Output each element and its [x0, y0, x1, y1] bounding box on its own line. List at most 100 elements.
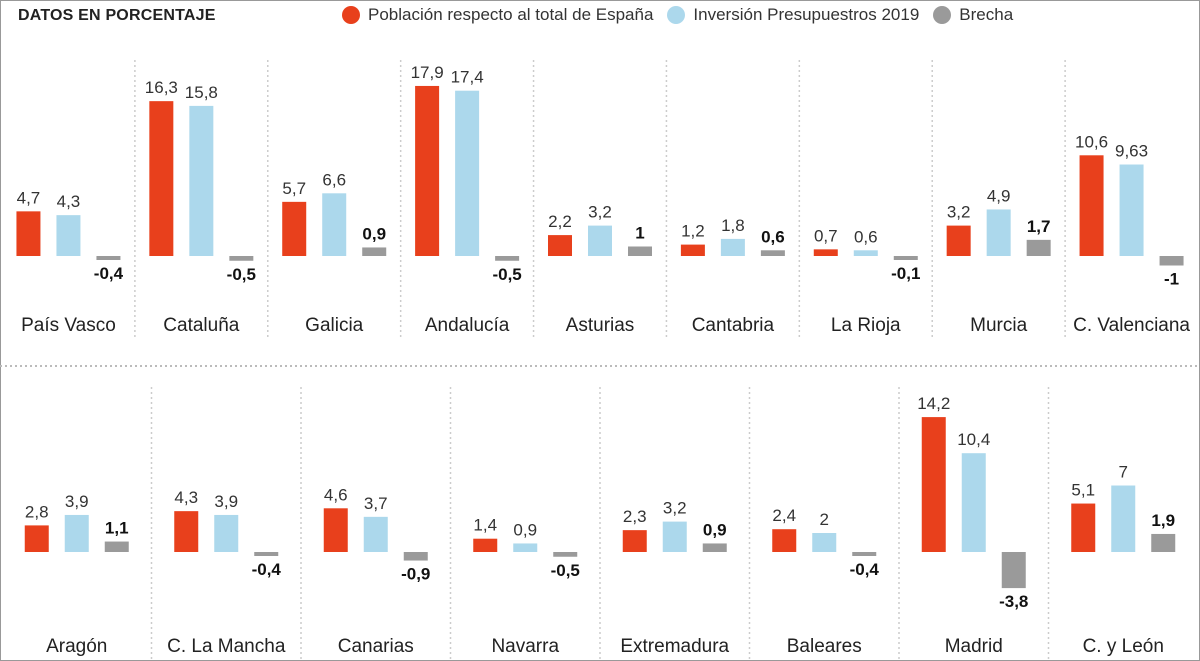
category-label-murcia: Murcia [970, 315, 1027, 336]
bar-galicia-inversion [322, 193, 347, 256]
data-label-cantabria-brecha: 0,6 [761, 227, 785, 246]
bar-c-valenciana-inversion [1119, 164, 1144, 256]
legend-swatch-brecha [933, 6, 952, 24]
bar-asturias-inversion [588, 225, 612, 256]
bar-extremadura-brecha [702, 543, 727, 552]
data-label-galicia-inversion: 6,6 [322, 170, 346, 189]
data-label-extremadura-brecha: 0,9 [703, 520, 727, 539]
category-label-c-valenciana: C. Valenciana [1073, 315, 1190, 336]
data-label-cataluna-poblacion: 16,3 [145, 78, 178, 97]
data-label-madrid-poblacion: 14,2 [917, 394, 950, 413]
legend: Población respecto al total de España In… [342, 5, 1027, 25]
data-label-murcia-brecha: 1,7 [1027, 217, 1051, 236]
data-label-asturias-brecha: 1 [635, 224, 644, 243]
legend-label-inversion: Inversión Presupuestros 2019 [693, 5, 920, 24]
legend-item-inversion: Inversión Presupuestros 2019 [667, 5, 919, 25]
bar-canarias-brecha [403, 552, 428, 561]
data-label-baleares-brecha: -0,4 [850, 560, 880, 579]
data-label-c-valenciana-poblacion: 10,6 [1075, 132, 1108, 151]
data-label-canarias-poblacion: 4,6 [324, 485, 348, 504]
bar-extremadura-inversion [662, 521, 687, 552]
bar-cataluna-brecha [229, 256, 254, 261]
bar-pais-vasco-inversion [56, 215, 81, 256]
data-label-canarias-brecha: -0,9 [401, 565, 430, 584]
bar-aragon-inversion [64, 514, 89, 552]
category-label-asturias: Asturias [566, 315, 635, 336]
bar-baleares-poblacion [772, 529, 797, 552]
data-label-murcia-inversion: 4,9 [987, 186, 1011, 205]
bar-andalucia-poblacion [415, 85, 440, 256]
data-label-navarra-poblacion: 1,4 [473, 516, 497, 535]
category-label-galicia: Galicia [305, 315, 364, 336]
bar-canarias-poblacion [323, 508, 348, 552]
bar-cataluna-inversion [189, 105, 214, 257]
data-label-la-rioja-brecha: -0,1 [891, 264, 920, 283]
data-label-la-rioja-poblacion: 0,7 [814, 226, 838, 245]
data-label-andalucia-inversion: 17,4 [451, 68, 484, 87]
data-label-cantabria-inversion: 1,8 [721, 216, 745, 235]
category-label-cataluna: Cataluña [163, 315, 239, 336]
bar-canarias-inversion [363, 516, 388, 552]
data-label-baleares-poblacion: 2,4 [772, 506, 796, 525]
data-label-c-y-leon-poblacion: 5,1 [1071, 481, 1095, 500]
data-label-c-la-mancha-inversion: 3,9 [214, 492, 238, 511]
bar-c-y-leon-poblacion [1071, 503, 1096, 552]
data-label-asturias-poblacion: 2,2 [548, 212, 572, 231]
data-label-c-y-leon-inversion: 7 [1119, 463, 1128, 482]
data-label-c-y-leon-brecha: 1,9 [1151, 511, 1175, 530]
bar-andalucia-inversion [455, 90, 480, 256]
bar-asturias-brecha [628, 246, 652, 256]
bar-navarra-brecha [553, 552, 578, 557]
data-label-baleares-inversion: 2 [820, 510, 829, 529]
bar-baleares-brecha [852, 552, 877, 556]
data-label-andalucia-brecha: -0,5 [492, 265, 521, 284]
bar-c-y-leon-brecha [1151, 533, 1176, 552]
data-label-galicia-poblacion: 5,7 [282, 179, 306, 198]
legend-label-poblacion: Población respecto al total de España [368, 5, 654, 24]
data-label-madrid-inversion: 10,4 [957, 430, 990, 449]
bar-cantabria-poblacion [680, 244, 705, 256]
bar-pais-vasco-poblacion [16, 211, 41, 256]
bar-galicia-poblacion [282, 201, 307, 256]
data-label-cataluna-inversion: 15,8 [185, 83, 218, 102]
legend-item-poblacion: Población respecto al total de España [342, 5, 653, 25]
chart-heading: DATOS EN PORCENTAJE [18, 7, 216, 24]
bar-cantabria-inversion [720, 238, 745, 256]
legend-swatch-poblacion [342, 6, 360, 24]
legend-swatch-inversion [667, 6, 686, 24]
bar-c-valenciana-poblacion [1079, 155, 1104, 256]
bar-c-y-leon-inversion [1111, 485, 1136, 552]
bar-la-rioja-inversion [853, 250, 878, 256]
data-label-galicia-brecha: 0,9 [362, 224, 386, 243]
bar-murcia-inversion [986, 209, 1011, 256]
bar-madrid-poblacion [921, 417, 946, 552]
data-label-aragon-brecha: 1,1 [105, 519, 129, 538]
category-label-navarra: Navarra [491, 636, 559, 657]
data-label-madrid-brecha: -3,8 [999, 592, 1028, 611]
data-label-canarias-inversion: 3,7 [364, 494, 388, 513]
bar-baleares-inversion [812, 533, 837, 552]
bar-navarra-poblacion [473, 538, 498, 552]
data-label-c-la-mancha-brecha: -0,4 [252, 560, 282, 579]
category-label-la-rioja: La Rioja [831, 315, 901, 336]
bar-pais-vasco-brecha [96, 256, 121, 260]
category-label-aragon: Aragón [46, 636, 107, 657]
legend-item-brecha: Brecha [933, 5, 1013, 25]
bar-aragon-brecha [104, 541, 129, 552]
category-label-c-y-leon: C. y León [1083, 636, 1164, 657]
bar-la-rioja-poblacion [813, 249, 838, 256]
category-label-andalucia: Andalucía [425, 315, 510, 336]
bar-madrid-inversion [961, 453, 986, 552]
bar-c-la-mancha-poblacion [174, 511, 199, 552]
data-label-extremadura-inversion: 3,2 [663, 499, 687, 518]
data-label-la-rioja-inversion: 0,6 [854, 227, 878, 246]
bar-c-la-mancha-brecha [254, 552, 279, 556]
bar-cataluna-poblacion [149, 101, 174, 257]
data-label-aragon-inversion: 3,9 [65, 492, 89, 511]
category-label-baleares: Baleares [787, 636, 862, 657]
category-label-madrid: Madrid [945, 636, 1003, 657]
data-label-c-la-mancha-poblacion: 4,3 [174, 488, 198, 507]
data-label-navarra-inversion: 0,9 [513, 520, 537, 539]
bar-galicia-brecha [362, 247, 387, 256]
